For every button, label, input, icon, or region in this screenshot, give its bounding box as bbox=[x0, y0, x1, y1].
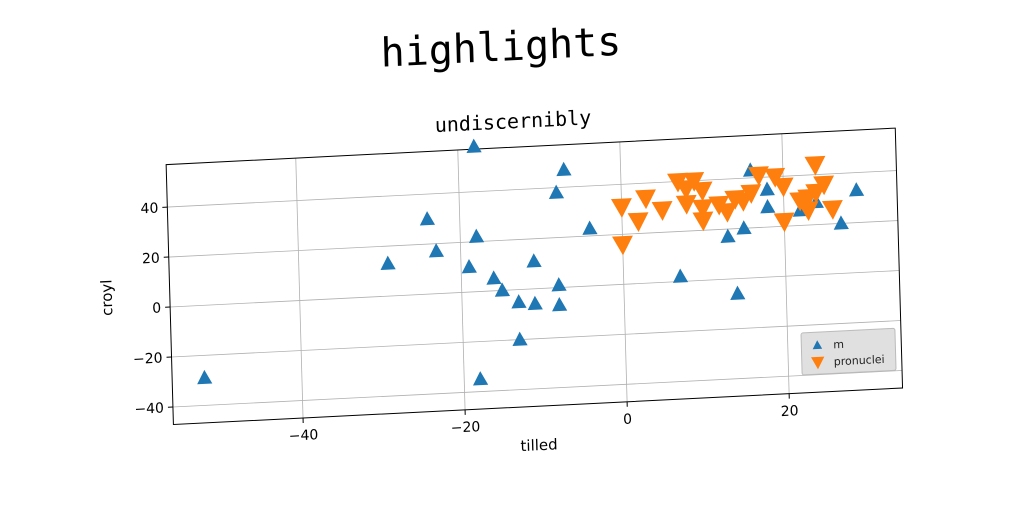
series-m-point bbox=[461, 259, 477, 274]
x-gridline bbox=[619, 141, 628, 402]
series-m-point bbox=[380, 255, 396, 270]
y-tick-label: −40 bbox=[134, 400, 164, 417]
series-pronuclei-point bbox=[773, 212, 795, 233]
series-pronuclei-point bbox=[772, 177, 794, 198]
series-m-point bbox=[833, 215, 849, 230]
y-tick-label: 40 bbox=[140, 201, 158, 218]
series-m-point bbox=[527, 295, 543, 311]
y-tick-label: 20 bbox=[142, 251, 160, 268]
series-m-point bbox=[512, 331, 528, 346]
chart-suptitle: highlights bbox=[380, 19, 622, 77]
series-pronuclei-point bbox=[635, 189, 656, 210]
series-m-point bbox=[730, 285, 746, 301]
legend-label: pronuclei bbox=[834, 353, 885, 369]
plot-area: −40 −20 0 20 −40 −20 0 20 40 bbox=[133, 127, 904, 445]
y-gridline bbox=[172, 370, 903, 408]
series-pronuclei-point bbox=[610, 198, 632, 218]
series-pronuclei-point bbox=[813, 175, 835, 196]
series-m-point bbox=[469, 228, 485, 244]
series-m-point bbox=[511, 294, 527, 309]
series-pronuclei-point bbox=[716, 202, 738, 223]
series-m-point bbox=[720, 228, 736, 243]
series-m-point bbox=[466, 138, 482, 154]
series-m-point bbox=[552, 297, 568, 312]
series-m-point bbox=[486, 270, 502, 285]
series-m-point bbox=[760, 199, 776, 214]
series-m-point bbox=[473, 371, 489, 386]
series-pronuclei-point bbox=[675, 194, 697, 215]
series-m-point bbox=[849, 182, 865, 197]
x-tick-label: 0 bbox=[623, 412, 632, 428]
series-m-point bbox=[494, 282, 511, 297]
y-gridline bbox=[171, 320, 901, 358]
series-pronuclei-point bbox=[797, 201, 819, 222]
series-pronuclei-point bbox=[804, 155, 826, 176]
x-axis-label: tilled bbox=[520, 435, 558, 455]
legend-marker bbox=[811, 356, 825, 370]
legend-label: m bbox=[833, 338, 844, 352]
x-tick-label: −20 bbox=[451, 419, 481, 436]
series-m-point bbox=[428, 243, 445, 258]
series-m-point bbox=[419, 211, 436, 226]
chart-title: undiscernibly bbox=[434, 105, 591, 137]
x-gridline bbox=[295, 158, 304, 419]
series-m-point bbox=[548, 184, 565, 199]
series-pronuclei-point bbox=[692, 211, 714, 232]
y-gridline bbox=[170, 270, 900, 308]
series-m-point bbox=[556, 161, 572, 177]
series-pronuclei-point bbox=[651, 201, 673, 221]
axes-frame bbox=[165, 127, 904, 426]
series-pronuclei-point bbox=[821, 200, 843, 220]
series-pronuclei-point bbox=[683, 171, 705, 192]
legend-marker bbox=[812, 340, 823, 350]
x-gridline bbox=[781, 133, 790, 394]
series-m-point bbox=[526, 253, 542, 268]
y-gridline bbox=[168, 220, 898, 258]
series-pronuclei-point bbox=[612, 235, 633, 256]
series-m-point bbox=[759, 181, 775, 196]
series-m-point bbox=[582, 220, 598, 235]
y-tick-label: 0 bbox=[152, 300, 161, 316]
y-tick-label: −20 bbox=[133, 350, 163, 367]
legend-box bbox=[800, 327, 897, 376]
grid bbox=[167, 133, 903, 419]
data-marks bbox=[197, 138, 865, 386]
series-pronuclei-point bbox=[747, 166, 769, 186]
series-m-point bbox=[736, 220, 752, 235]
x-ticks: −40 −20 0 20 bbox=[289, 393, 799, 445]
series-m-point bbox=[551, 277, 567, 292]
x-tick-label: −40 bbox=[289, 427, 319, 444]
series-pronuclei-point bbox=[627, 212, 649, 233]
x-gridline bbox=[457, 149, 466, 410]
x-tick-label: 20 bbox=[781, 403, 799, 420]
series-pronuclei-point bbox=[692, 199, 713, 219]
y-ticks: −40 −20 0 20 40 bbox=[133, 201, 173, 418]
series-m-point bbox=[672, 268, 689, 283]
y-axis-label: croyl bbox=[97, 279, 116, 316]
series-m-point bbox=[197, 369, 213, 385]
series-pronuclei-point bbox=[764, 167, 786, 188]
series-pronuclei-point bbox=[691, 181, 713, 202]
series-pronuclei-point bbox=[740, 184, 762, 204]
